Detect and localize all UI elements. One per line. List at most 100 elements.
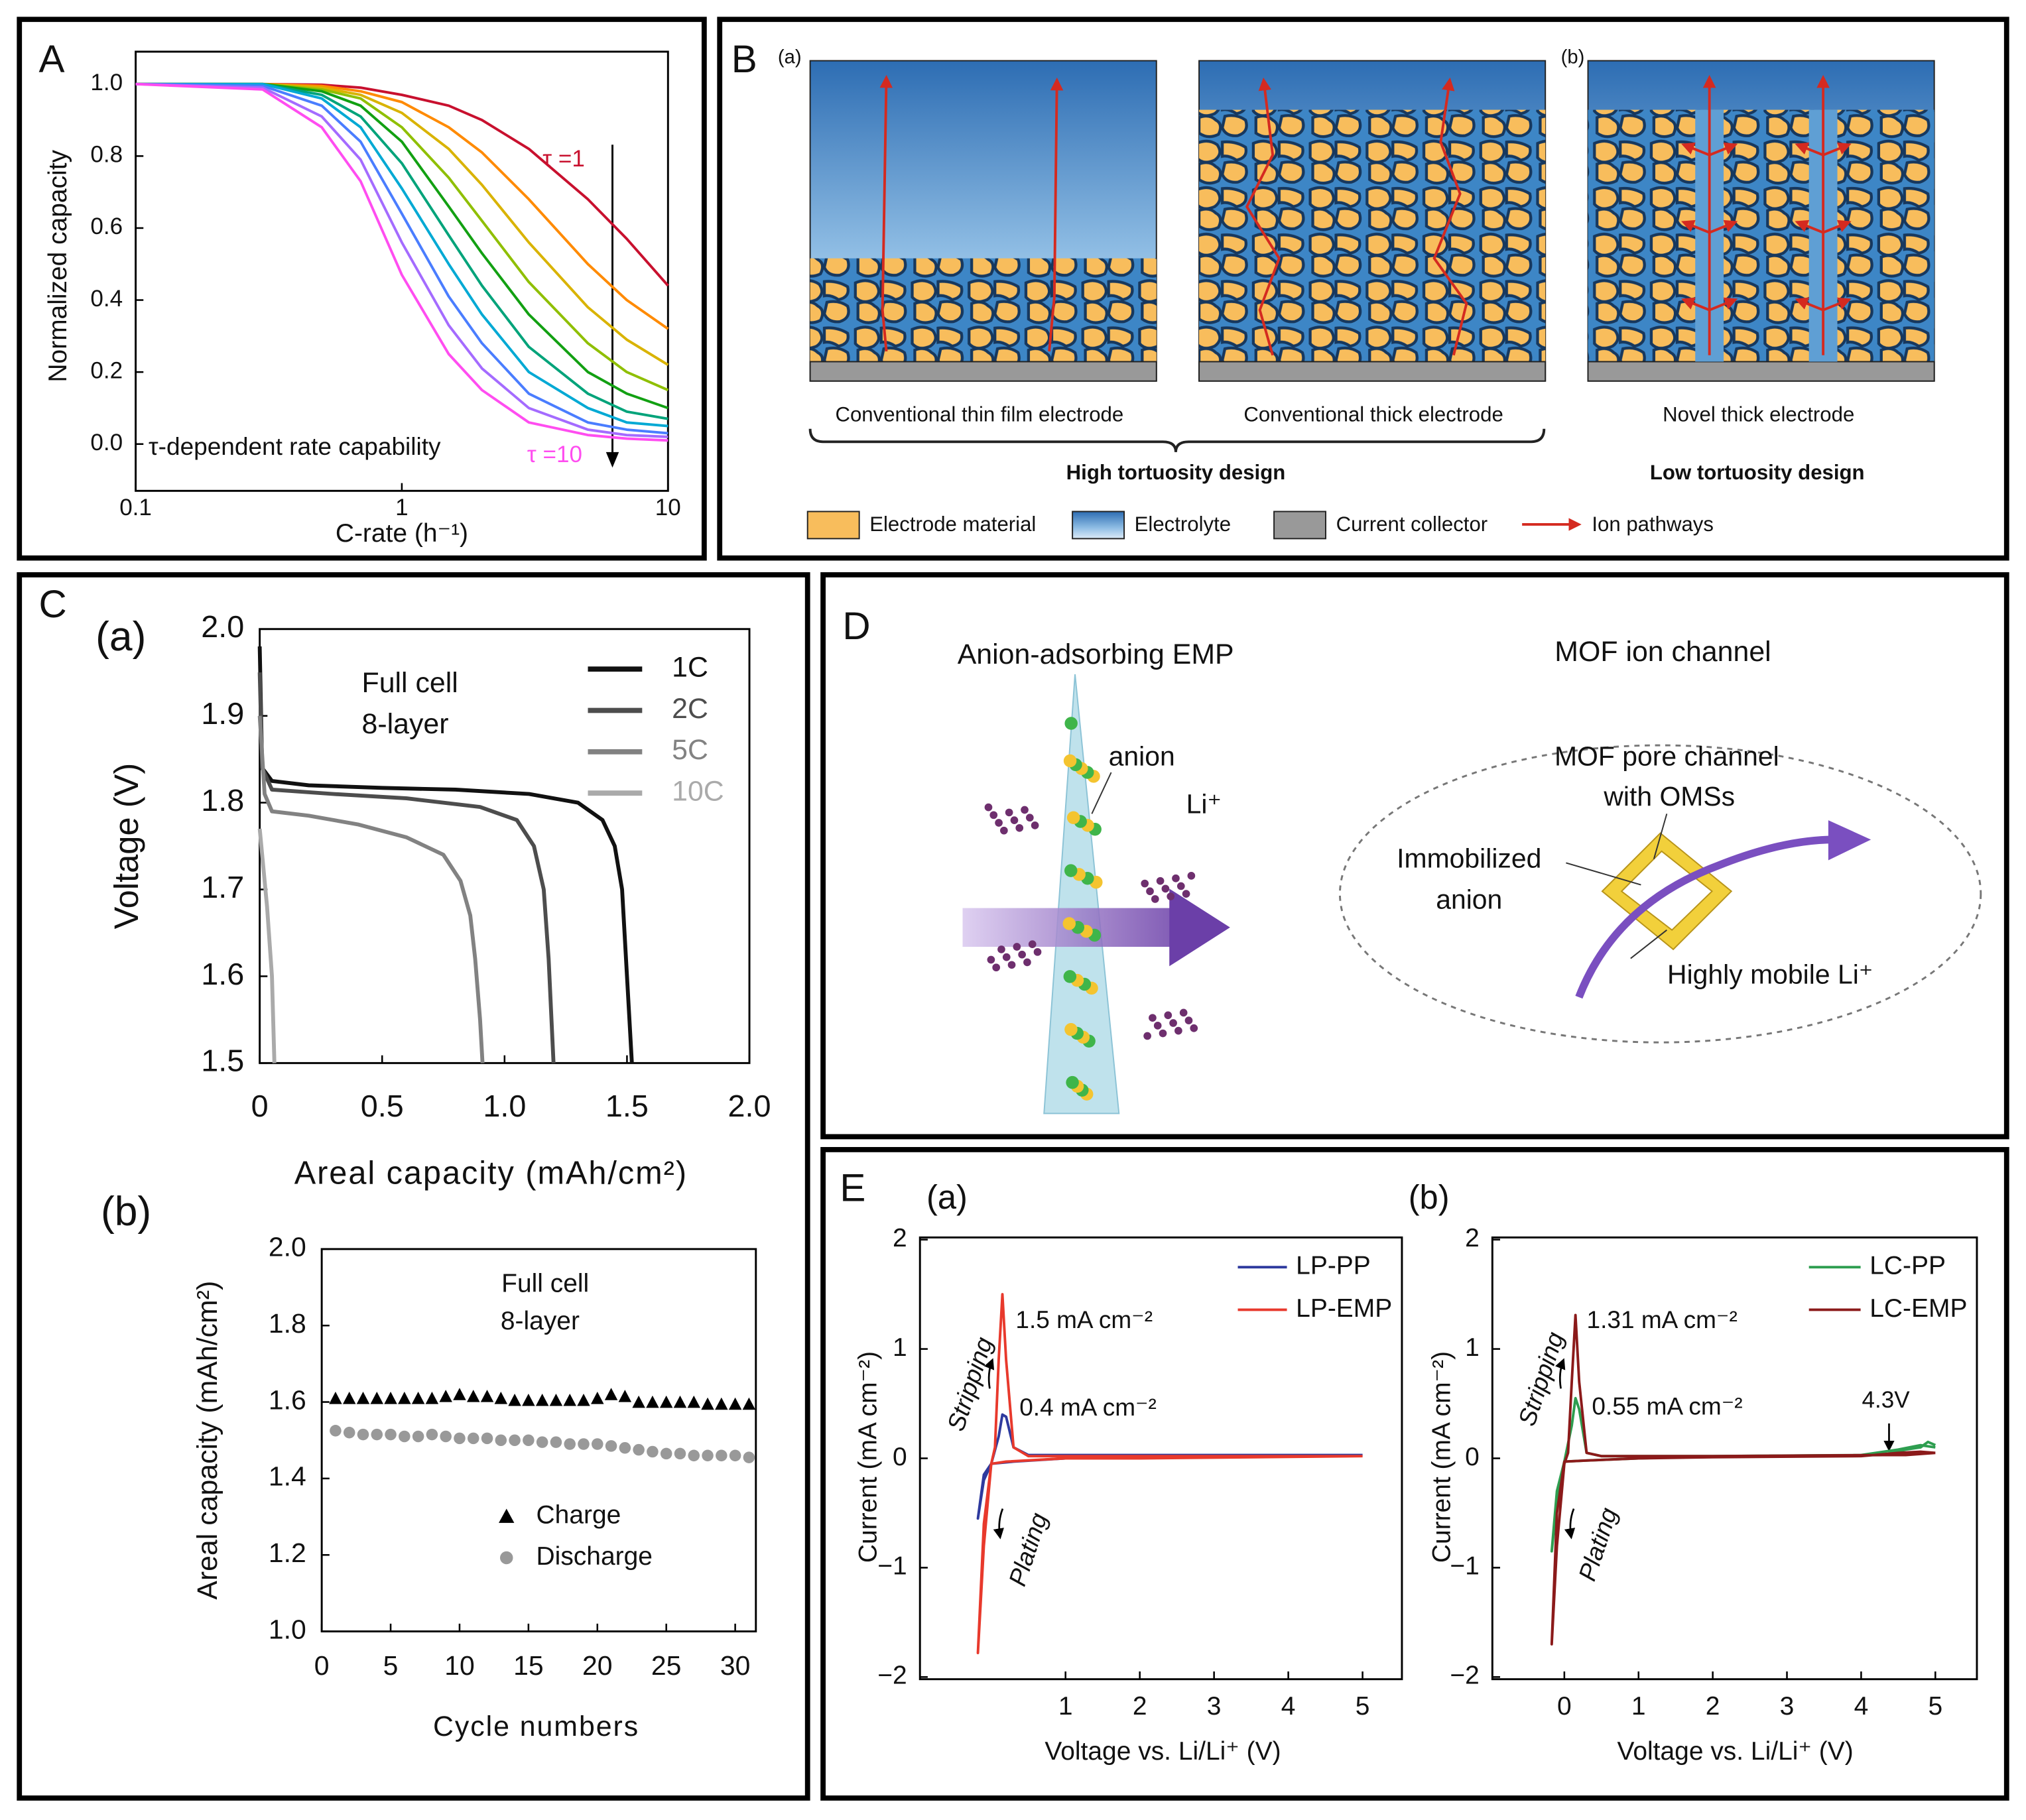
arrow [983, 1358, 995, 1389]
annotation: Full cell [362, 667, 458, 699]
legend-label: LC-EMP [1869, 1294, 1967, 1323]
design-label: Low tortuosity design [1650, 461, 1865, 484]
li-ion [1028, 940, 1037, 948]
x-tick-label: 20 [582, 1650, 613, 1681]
plot-frame [320, 1248, 757, 1633]
arrow [1564, 1508, 1576, 1540]
series-line [135, 82, 668, 410]
anion [1066, 811, 1080, 824]
marker [384, 1392, 397, 1404]
x-tick-label: 4 [1854, 1692, 1869, 1721]
marker [495, 1434, 507, 1446]
marker [535, 1393, 549, 1406]
li-path-head [1828, 820, 1871, 861]
annotation: 1.31 mA cm⁻² [1587, 1305, 1738, 1333]
marker [508, 1393, 521, 1406]
y-tick-label: 1.6 [201, 957, 244, 991]
li-ion [1021, 806, 1029, 814]
ion-pathway [1245, 77, 1281, 356]
label: Li⁺ [1186, 788, 1222, 819]
ion-pathway [1048, 77, 1064, 352]
marker [632, 1395, 645, 1408]
charts: 0.00.20.40.60.81.00.1 1 101.51.61.71.81.92… [90, 50, 1978, 1721]
collector [809, 361, 1157, 382]
annotation: Plating [1573, 1504, 1623, 1584]
li-ion [992, 963, 1001, 972]
panel-letter: E [840, 1167, 865, 1210]
ion-pathway [1432, 77, 1468, 356]
marker [343, 1426, 355, 1439]
marker [673, 1395, 687, 1408]
marker [742, 1397, 756, 1410]
li-ion [1005, 808, 1013, 817]
li-ion [1164, 1011, 1172, 1020]
y-axis-label: Areal capacity (mAh/cm²) [192, 1281, 223, 1600]
y-tick-label: 1 [893, 1333, 907, 1362]
li-ion [1179, 1008, 1188, 1017]
ion-pathway [1708, 297, 1738, 312]
series-line [257, 828, 277, 1063]
leader [1091, 772, 1112, 814]
marker [385, 1428, 397, 1441]
membrane [1043, 674, 1120, 1115]
design-label: High tortuosity design [1066, 461, 1286, 484]
x-axis-label: Areal capacity (mAh/cm²) [294, 1156, 688, 1191]
particle [1066, 1075, 1079, 1089]
marker [633, 1443, 645, 1456]
marker [563, 1393, 576, 1406]
li-ion [1174, 1026, 1182, 1035]
annotation: τ =1 [542, 146, 585, 172]
marker [467, 1432, 479, 1445]
y-tick-label: 2 [1465, 1224, 1480, 1252]
x-tick-label: 1 [395, 495, 409, 520]
brace [808, 428, 1546, 452]
panel-letter: A [38, 38, 64, 81]
marker [660, 1447, 672, 1460]
annotation: τ-dependent rate capability [149, 432, 441, 460]
x-axis-label: C-rate (h⁻¹) [336, 519, 468, 548]
boundary [1338, 744, 1982, 1044]
sub-label: (b) [101, 1189, 151, 1235]
label: anion [1436, 884, 1502, 915]
y-tick-label: 1.5 [201, 1044, 244, 1078]
x-tick-label: 5 [1356, 1692, 1370, 1721]
marker [453, 1388, 466, 1400]
caption: Conventional thin film electrode [835, 403, 1123, 426]
li-ion [1187, 872, 1196, 880]
ion-pathway [1795, 219, 1824, 234]
panel-letter: C [38, 583, 66, 626]
marker [411, 1392, 425, 1404]
y-axis-label: Current (mA cm⁻²) [1428, 1351, 1456, 1563]
marker [509, 1434, 521, 1446]
marker [619, 1441, 631, 1454]
series-line [257, 646, 634, 1063]
legend-swatch [806, 511, 860, 540]
series-line [135, 82, 668, 428]
marker [522, 1393, 535, 1406]
leader [1630, 929, 1667, 959]
annotation: Plating [1003, 1509, 1052, 1589]
li-ion [1018, 950, 1026, 959]
arrow-head [605, 452, 619, 468]
marker [702, 1449, 714, 1462]
arrow [1555, 1358, 1566, 1389]
marker [646, 1395, 659, 1408]
legend-label: 1C [672, 651, 708, 683]
decorations [17, 17, 2009, 1801]
x-tick-label: 3 [1207, 1692, 1222, 1721]
panel-frame [17, 572, 810, 1801]
y-tick-label: −1 [1450, 1552, 1479, 1581]
li-ion [1156, 877, 1165, 885]
x-axis-label: Cycle numbers [433, 1711, 639, 1742]
li-ion [997, 945, 1005, 953]
marker [370, 1392, 384, 1404]
marker [480, 1390, 494, 1402]
annotation: 4.3V [1862, 1387, 1911, 1413]
ion-pathway [1822, 142, 1852, 156]
y-tick-label: 0 [893, 1443, 907, 1471]
label: anion [1109, 741, 1175, 771]
li-ion [1023, 958, 1031, 967]
y-tick-label: 0 [1465, 1443, 1480, 1471]
anion [1063, 754, 1077, 768]
li-ion [1013, 943, 1021, 951]
